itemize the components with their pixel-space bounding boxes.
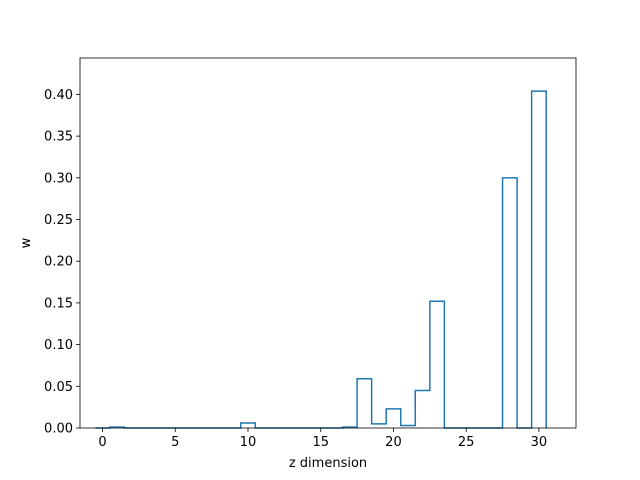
y-axis-label: w — [19, 237, 34, 248]
histogram-bar — [503, 178, 518, 428]
y-tick-label: 0.15 — [44, 296, 73, 311]
x-tick-label: 20 — [385, 435, 402, 450]
x-axis-label: z dimension — [289, 456, 367, 471]
x-axis-ticks: 0 5 10 15 20 25 30 — [98, 428, 547, 450]
y-tick-label: 0.35 — [44, 130, 73, 145]
histogram-bar — [386, 409, 401, 428]
histogram-bar — [241, 423, 256, 428]
y-tick-label: 0.10 — [44, 338, 73, 353]
x-tick-label: 0 — [98, 435, 106, 450]
y-tick-label: 0.20 — [44, 255, 73, 270]
x-tick-label: 10 — [240, 435, 257, 450]
x-tick-label: 5 — [171, 435, 179, 450]
y-axis-ticks: 0.00 0.05 0.10 0.15 0.20 0.25 0.30 0.35 0.40 — [44, 88, 80, 437]
histogram-bar — [357, 379, 372, 428]
plot-frame — [79, 57, 577, 429]
y-tick-label: 0.25 — [44, 213, 73, 228]
plot-area — [80, 58, 576, 428]
histogram-bar — [430, 301, 445, 428]
x-tick-label: 15 — [312, 435, 329, 450]
y-tick-label: 0.30 — [44, 171, 73, 186]
histogram-bar — [532, 91, 547, 428]
x-tick-label: 25 — [458, 435, 475, 450]
y-tick-label: 0.00 — [44, 422, 73, 437]
y-tick-label: 0.05 — [44, 380, 73, 395]
y-tick-label: 0.40 — [44, 88, 73, 103]
histogram-bar — [415, 390, 430, 428]
x-tick-label: 30 — [531, 435, 548, 450]
